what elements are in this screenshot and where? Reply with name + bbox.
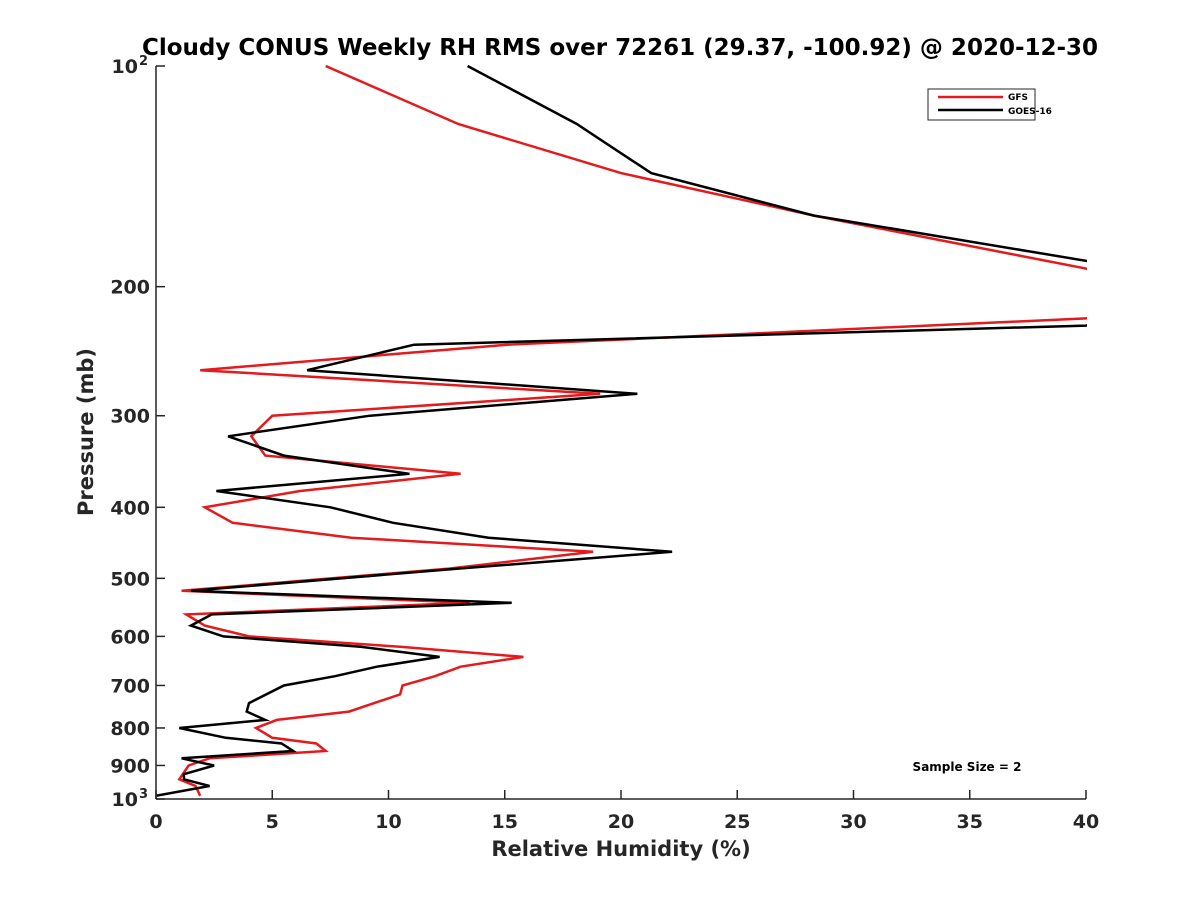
x-tick-label: 5 bbox=[266, 811, 279, 833]
y-axis-label: Pressure (mb) bbox=[74, 348, 98, 516]
x-axis-label: Relative Humidity (%) bbox=[491, 837, 750, 861]
y-tick-label: 900 bbox=[110, 755, 150, 777]
legend-label-goes16: GOES-16 bbox=[1008, 107, 1052, 117]
x-tick-label: 25 bbox=[724, 811, 750, 833]
x-tick-label: 15 bbox=[492, 811, 518, 833]
legend-box bbox=[927, 88, 1036, 121]
x-tick-label: 10 bbox=[375, 811, 401, 833]
legend: GFS GOES-16 bbox=[927, 88, 1052, 121]
series-layer bbox=[156, 64, 1087, 798]
y-tick-label: 300 bbox=[110, 406, 150, 428]
x-ticks: 0 5 10 15 20 25 30 35 40 bbox=[149, 790, 1099, 833]
y-tick-label: 800 bbox=[110, 718, 150, 740]
sample-size-annotation: Sample Size = 2 bbox=[913, 760, 1022, 774]
x-tick-label: 0 bbox=[149, 811, 162, 833]
y-tick-label: 600 bbox=[110, 626, 150, 648]
y-tick-label: 400 bbox=[110, 497, 150, 519]
x-tick-label: 20 bbox=[608, 811, 634, 833]
y-tick-label: 10 bbox=[112, 56, 138, 78]
y-tick-label-exponent: 3 bbox=[139, 787, 148, 802]
series-line-goes16 bbox=[156, 64, 1087, 798]
chart-title: Cloudy CONUS Weekly RH RMS over 72261 (2… bbox=[142, 35, 1098, 61]
y-tick-label: 700 bbox=[110, 675, 150, 697]
legend-label-gfs: GFS bbox=[1008, 93, 1028, 103]
y-tick-label: 500 bbox=[110, 568, 150, 590]
x-tick-label: 40 bbox=[1073, 811, 1099, 833]
x-tick-label: 30 bbox=[840, 811, 866, 833]
series-line-gfs bbox=[177, 64, 1087, 797]
y-tick-label: 200 bbox=[110, 277, 150, 299]
y-tick-label-exponent: 2 bbox=[139, 54, 148, 69]
y-tick-label: 10 bbox=[112, 789, 138, 811]
x-tick-label: 35 bbox=[957, 811, 983, 833]
